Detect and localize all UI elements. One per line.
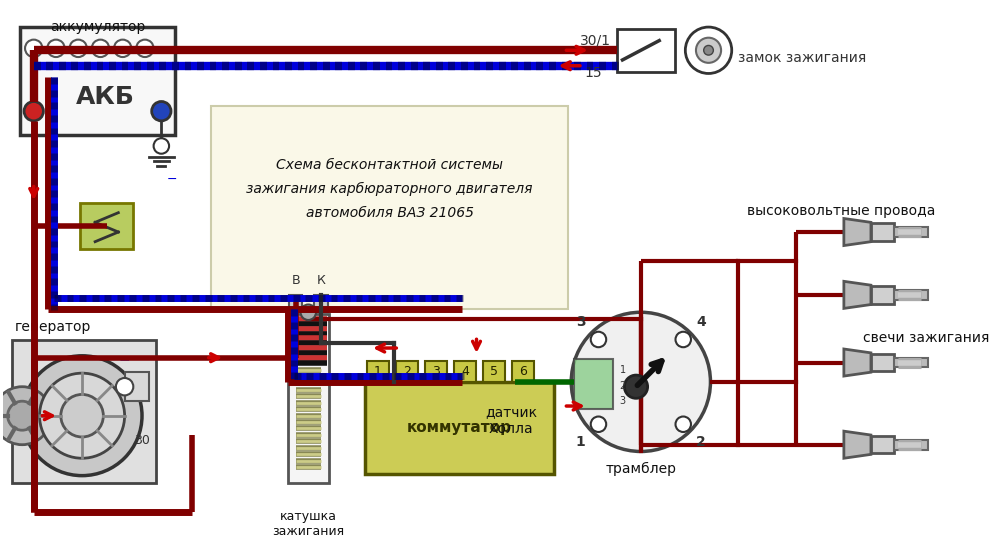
Text: свечи зажигания: свечи зажигания xyxy=(863,331,989,345)
Bar xyxy=(396,361,417,382)
Text: 30/1: 30/1 xyxy=(580,34,611,48)
Circle shape xyxy=(40,373,125,458)
Text: 5: 5 xyxy=(490,365,498,378)
Text: Схема бесконтактной системы
зажигания карбюраторного двигателя
автомобиля ВАЗ 21: Схема бесконтактной системы зажигания ка… xyxy=(247,157,533,220)
Polygon shape xyxy=(844,431,871,458)
Bar xyxy=(367,361,388,382)
Text: коммутатор: коммутатор xyxy=(407,420,512,436)
Text: 2: 2 xyxy=(403,365,411,378)
Bar xyxy=(871,223,894,241)
Text: 4: 4 xyxy=(697,315,706,329)
Text: 4: 4 xyxy=(461,365,469,378)
Text: −: − xyxy=(167,173,178,186)
Circle shape xyxy=(22,356,142,476)
Text: +: + xyxy=(32,104,43,118)
Text: 3: 3 xyxy=(432,365,440,378)
Circle shape xyxy=(591,417,606,432)
Bar xyxy=(80,203,134,249)
Circle shape xyxy=(676,417,691,432)
Bar xyxy=(894,440,928,450)
Circle shape xyxy=(676,332,691,347)
Bar xyxy=(12,340,156,483)
Text: АКБ: АКБ xyxy=(76,85,135,109)
Circle shape xyxy=(571,312,711,452)
Circle shape xyxy=(92,39,109,57)
Polygon shape xyxy=(844,219,871,246)
Bar xyxy=(871,286,894,304)
Text: −: − xyxy=(119,353,131,367)
Bar xyxy=(314,295,327,312)
Text: катушка
зажигания: катушка зажигания xyxy=(272,511,344,538)
Circle shape xyxy=(686,27,732,74)
Text: 30: 30 xyxy=(134,434,150,447)
Bar xyxy=(454,361,475,382)
Bar xyxy=(512,361,534,382)
Bar xyxy=(125,372,149,401)
Circle shape xyxy=(591,332,606,347)
Bar xyxy=(289,295,302,312)
Circle shape xyxy=(70,39,87,57)
Circle shape xyxy=(625,375,648,398)
Text: высоковольтные провода: высоковольтные провода xyxy=(748,204,935,217)
Circle shape xyxy=(24,102,43,121)
Bar xyxy=(20,27,175,135)
Circle shape xyxy=(704,45,714,55)
Bar xyxy=(288,314,328,483)
Bar xyxy=(483,361,505,382)
Text: 3: 3 xyxy=(576,315,586,329)
Circle shape xyxy=(152,102,171,121)
Text: 1: 1 xyxy=(374,365,382,378)
Bar xyxy=(617,29,675,71)
Bar xyxy=(365,382,554,474)
Circle shape xyxy=(25,39,43,57)
Circle shape xyxy=(0,387,51,445)
Text: 3: 3 xyxy=(620,396,626,406)
Circle shape xyxy=(61,394,104,437)
Text: 1: 1 xyxy=(620,365,626,375)
Text: К: К xyxy=(316,274,325,287)
Bar xyxy=(894,290,928,300)
Text: −: − xyxy=(153,104,163,118)
Bar xyxy=(871,436,894,453)
Bar xyxy=(894,227,928,237)
Text: 15: 15 xyxy=(585,67,603,81)
Bar xyxy=(894,358,928,367)
Bar xyxy=(425,361,446,382)
Bar xyxy=(871,354,894,371)
Circle shape xyxy=(47,39,65,57)
Circle shape xyxy=(154,138,169,154)
Text: генератор: генератор xyxy=(14,320,91,334)
Text: трамблер: трамблер xyxy=(606,462,677,476)
Circle shape xyxy=(136,39,154,57)
Polygon shape xyxy=(844,349,871,376)
Text: В: В xyxy=(291,274,300,287)
Bar xyxy=(574,359,613,409)
Text: 6: 6 xyxy=(519,365,527,378)
Circle shape xyxy=(116,378,134,395)
Circle shape xyxy=(114,39,132,57)
Text: 2: 2 xyxy=(620,381,626,391)
Text: 1: 1 xyxy=(576,435,586,449)
Bar xyxy=(211,107,568,309)
Circle shape xyxy=(300,305,316,320)
Circle shape xyxy=(696,38,722,63)
Text: замок зажигания: замок зажигания xyxy=(739,51,866,65)
Text: аккумулятор: аккумулятор xyxy=(50,21,146,34)
Polygon shape xyxy=(844,281,871,308)
Text: 2: 2 xyxy=(697,435,706,449)
Text: датчик
Холла: датчик Холла xyxy=(485,405,537,436)
Circle shape xyxy=(8,401,37,430)
